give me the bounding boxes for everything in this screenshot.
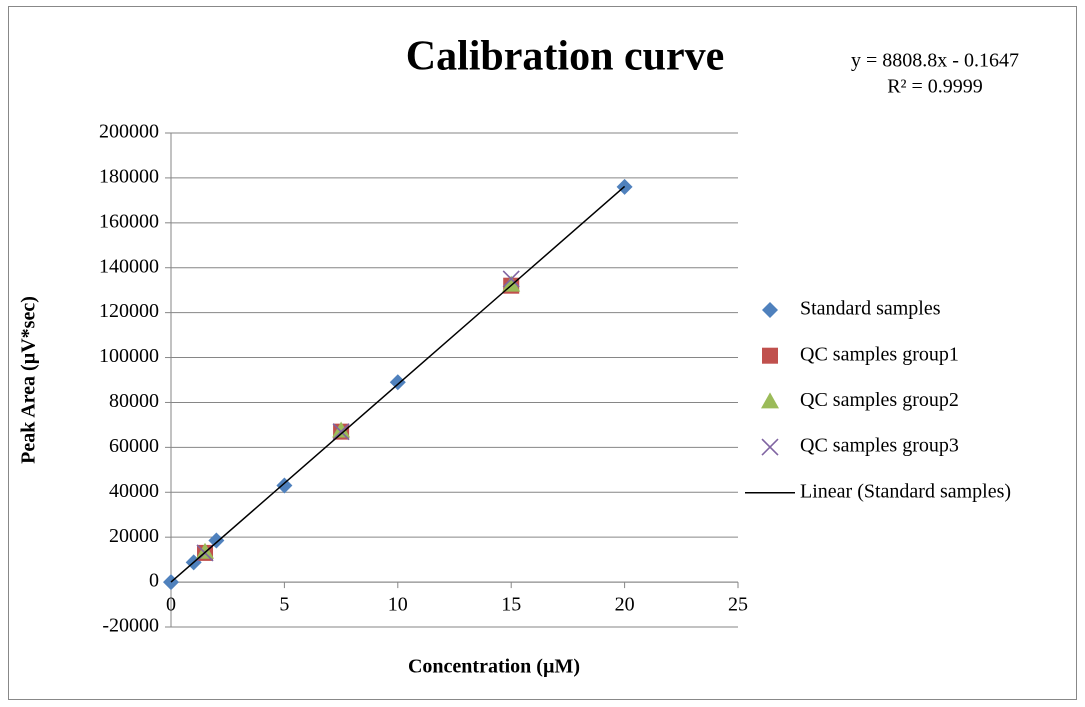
legend-label: QC samples group2 <box>800 389 959 411</box>
legend-label: QC samples group1 <box>800 343 959 365</box>
diamond-marker <box>389 374 406 391</box>
x-axis-title: Concentration (µM) <box>408 656 580 678</box>
r-squared: R² = 0.9999 <box>887 76 983 98</box>
cross-marker <box>502 270 520 288</box>
x-tick-label: 15 <box>501 594 521 616</box>
equation: y = 8808.8x - 0.1647 <box>851 50 1019 72</box>
y-tick-label: 180000 <box>99 166 159 188</box>
y-tick-label: 120000 <box>99 300 159 322</box>
cross-marker <box>332 423 350 441</box>
legend-label: Standard samples <box>800 298 941 320</box>
y-axis-title: Peak Area (µV*sec) <box>18 296 40 464</box>
y-tick-label: 60000 <box>109 435 159 457</box>
legend-label: Linear (Standard samples) <box>800 480 1011 502</box>
triangle-marker <box>196 542 215 559</box>
triangle-marker <box>332 421 351 438</box>
triangle-marker <box>502 275 521 292</box>
y-tick-label: 160000 <box>99 210 159 232</box>
chart-frame <box>8 6 1077 700</box>
diamond-marker <box>276 477 293 494</box>
x-tick-label: 20 <box>615 594 635 616</box>
y-tick-label: 80000 <box>109 390 159 412</box>
y-tick-label: 140000 <box>99 255 159 277</box>
chart-title: Calibration curve <box>406 34 724 80</box>
legend-marker <box>761 392 779 409</box>
legend-label: QC samples group3 <box>800 435 959 457</box>
y-tick-label: 40000 <box>109 480 159 502</box>
y-tick-label: -20000 <box>102 615 159 637</box>
y-tick-label: 100000 <box>99 345 159 367</box>
trendline <box>170 185 626 583</box>
y-tick-label: 0 <box>149 570 159 592</box>
x-tick-label: 5 <box>279 594 289 616</box>
y-tick-label: 200000 <box>99 121 159 143</box>
y-tick-label: 20000 <box>109 525 159 547</box>
x-tick-label: 10 <box>388 594 408 616</box>
legend-marker <box>761 438 779 456</box>
x-tick-label: 25 <box>728 594 748 616</box>
legend-marker <box>762 302 778 318</box>
x-tick-label: 0 <box>166 594 176 616</box>
legend-marker <box>762 347 778 364</box>
